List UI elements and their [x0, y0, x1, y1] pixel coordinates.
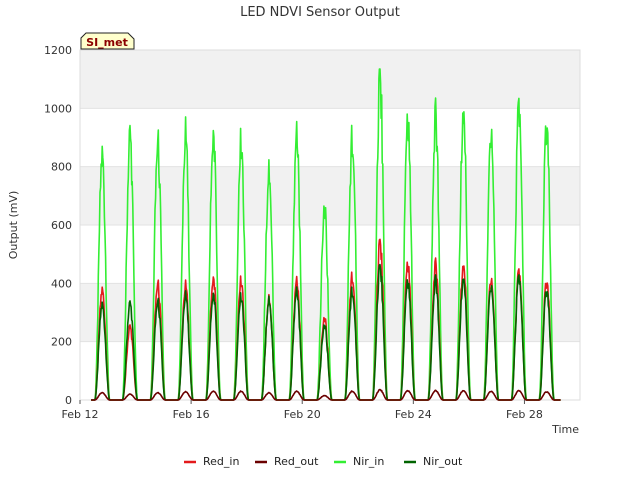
- plot-bands: [80, 50, 580, 342]
- legend-label: Nir_in: [353, 455, 384, 468]
- series-layer: [90, 68, 561, 401]
- y-tick-label: 200: [51, 336, 72, 349]
- y-tick-label: 1000: [44, 102, 72, 115]
- legend-label: Nir_out: [423, 455, 463, 468]
- y-tick-label: 800: [51, 161, 72, 174]
- x-tick-label: Feb 12: [62, 408, 99, 421]
- legend-item-red-in: Red_in: [184, 455, 239, 468]
- x-tick-label: Feb 20: [284, 408, 321, 421]
- x-axis-label: Time: [551, 423, 579, 436]
- x-tick-label: Feb 28: [506, 408, 543, 421]
- series-line-red-out: [90, 388, 561, 401]
- y-axis-label: Output (mV): [7, 191, 20, 260]
- legend-item-nir-out: Nir_out: [404, 455, 463, 468]
- site-badge: SI_met: [80, 32, 135, 50]
- y-tick-label: 1200: [44, 44, 72, 57]
- y-tick-label: 600: [51, 219, 72, 232]
- legend-item-nir-in: Nir_in: [334, 455, 384, 468]
- legend: Red_in Red_out Nir_in Nir_out: [184, 455, 463, 468]
- x-tick-label: Feb 16: [173, 408, 210, 421]
- legend-label: Red_out: [274, 455, 319, 468]
- x-tick-label: Feb 24: [395, 408, 432, 421]
- plot-band: [80, 166, 580, 225]
- chart-title: LED NDVI Sensor Output: [240, 5, 400, 20]
- y-axis: 0 200 400 600 800 1000 1200: [44, 44, 72, 407]
- site-badge-label: SI_met: [86, 36, 128, 49]
- plot-band: [80, 50, 580, 109]
- y-tick-label: 0: [65, 394, 72, 407]
- site-badge-shape: [80, 32, 135, 50]
- y-tick-label: 400: [51, 277, 72, 290]
- x-axis: Feb 12 Feb 16 Feb 20 Feb 24 Feb 28: [62, 400, 543, 421]
- legend-label: Red_in: [203, 455, 239, 468]
- legend-item-red-out: Red_out: [255, 455, 319, 468]
